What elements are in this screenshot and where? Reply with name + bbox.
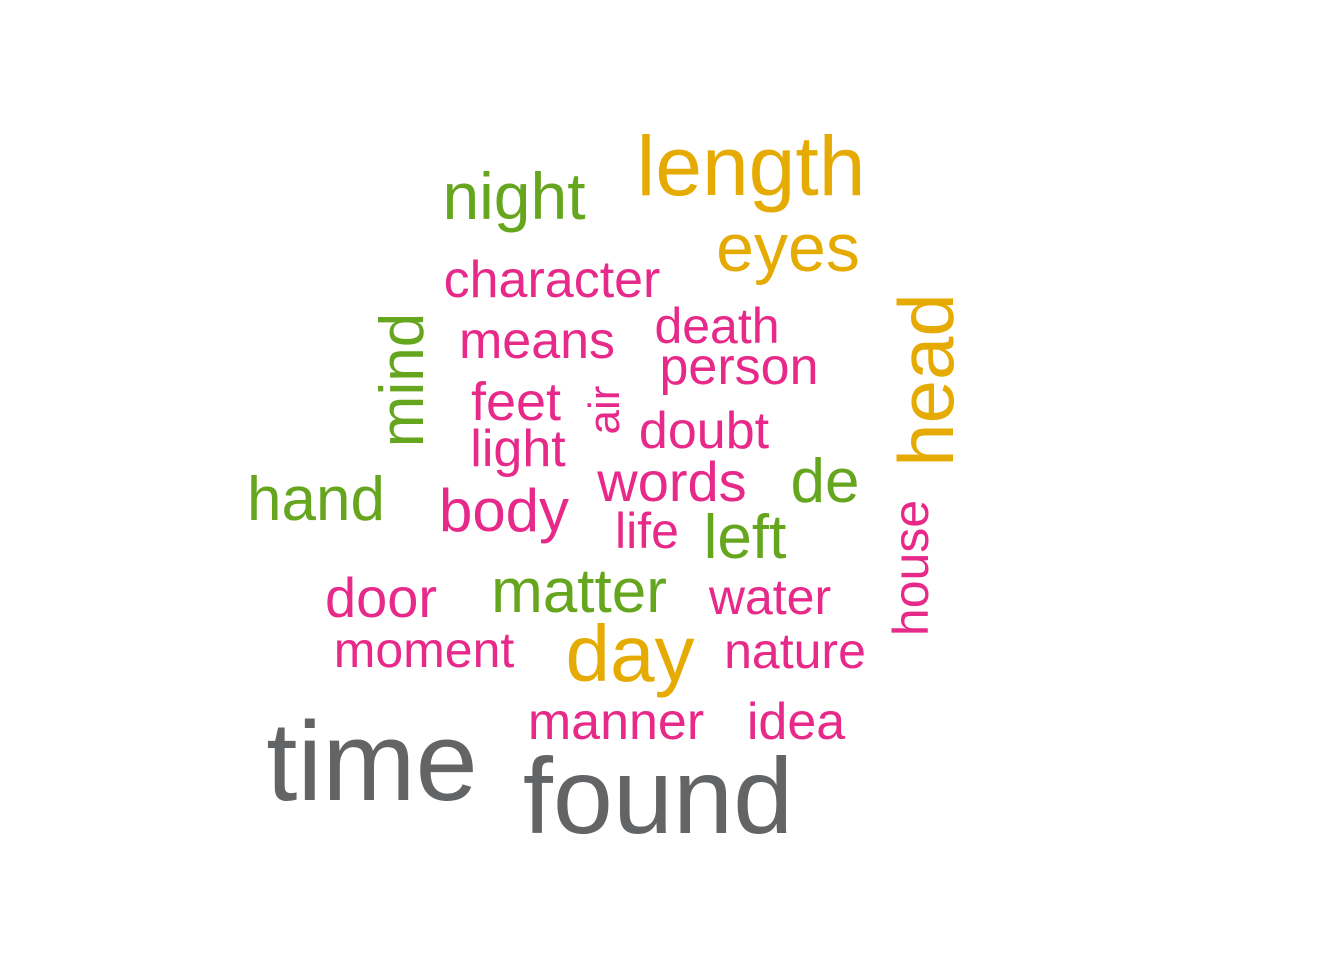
word-manner: manner [527,693,705,751]
word-door: door [324,566,438,629]
word-air: air [580,385,629,435]
word-death: death [654,298,780,354]
word-idea: idea [746,693,846,751]
word-moment: moment [333,622,515,678]
word-nature: nature [724,623,866,679]
word-mind: mind [368,312,437,448]
word-length: length [636,119,866,213]
word-hand: hand [247,465,385,534]
word-words: words [597,450,747,513]
word-head: head [882,293,970,467]
word-body: body [438,477,570,544]
word-left: left [703,503,787,572]
word-means: means [458,312,616,370]
word-found: found [522,735,794,856]
word-time: time [266,699,478,824]
word-feet: feet [470,372,562,432]
word-house: house [883,499,939,637]
word-night: night [442,159,586,233]
word-doubt: doubt [638,402,770,460]
word-light: light [470,420,566,478]
word-eyes: eyes [716,210,860,286]
word-person: person [659,338,819,396]
word-de: de [790,447,860,516]
word-matter: matter [491,557,667,626]
word-life: life [615,503,679,559]
word-water: water [708,569,832,625]
word-day: day [565,609,695,698]
word-character: character [443,251,661,309]
